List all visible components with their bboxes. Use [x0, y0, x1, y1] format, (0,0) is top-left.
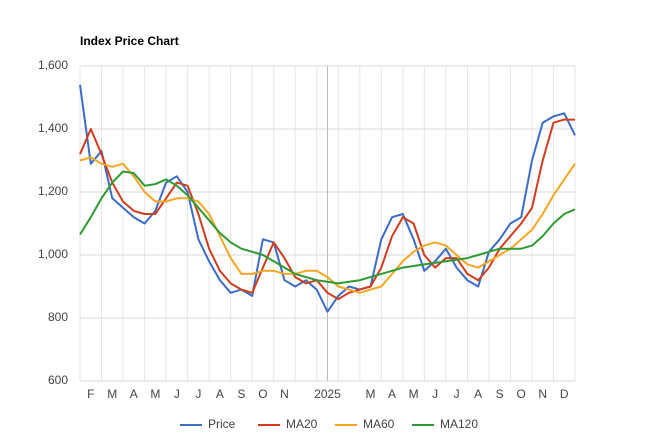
x-tick-label: S	[496, 387, 504, 401]
x-tick-label: A	[216, 387, 224, 401]
y-tick-label: 800	[48, 310, 68, 324]
x-tick-label: J	[432, 387, 438, 401]
series-line	[79, 156, 576, 294]
series-line	[79, 84, 576, 313]
x-tick-label: M	[107, 387, 117, 401]
x-tick-label: M	[409, 387, 419, 401]
legend-label: MA60	[363, 417, 395, 431]
x-tick-label: M	[150, 387, 160, 401]
x-tick-label: N	[538, 387, 547, 401]
legend-label: MA20	[286, 417, 318, 431]
x-tick-label: A	[388, 387, 396, 401]
y-tick-label: 1,600	[38, 58, 68, 72]
legend-label: MA120	[440, 417, 478, 431]
series-line	[79, 118, 575, 301]
x-tick-label: O	[258, 387, 267, 401]
x-tick-label: M	[366, 387, 376, 401]
x-tick-label: J	[454, 387, 460, 401]
y-tick-label: 1,200	[38, 184, 68, 198]
y-tick-label: 1,000	[38, 247, 68, 261]
x-tick-label: N	[280, 387, 289, 401]
x-tick-label: A	[130, 387, 138, 401]
series-line	[79, 170, 576, 285]
x-tick-label: A	[474, 387, 482, 401]
chart-title: Index Price Chart	[80, 34, 179, 48]
x-tick-label: S	[237, 387, 245, 401]
x-tick-label: F	[87, 387, 94, 401]
x-tick-label: 2025	[314, 387, 341, 401]
y-tick-label: 600	[48, 373, 68, 387]
x-tick-label: D	[560, 387, 569, 401]
x-tick-label: J	[195, 387, 201, 401]
legend-label: Price	[208, 417, 236, 431]
y-tick-label: 1,400	[38, 121, 68, 135]
x-tick-label: O	[517, 387, 526, 401]
x-tick-label: J	[174, 387, 180, 401]
